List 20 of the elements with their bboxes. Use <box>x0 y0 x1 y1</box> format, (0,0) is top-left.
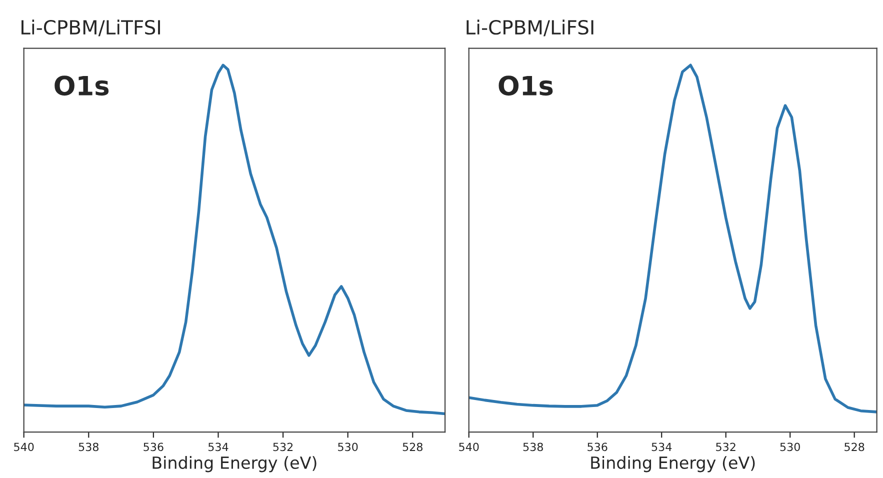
x-tick-label: 534 <box>208 442 228 452</box>
x-tick-label: 530 <box>780 442 800 452</box>
x-tick-label: 532 <box>716 442 736 452</box>
x-tick-label: 532 <box>273 442 293 452</box>
annotation: O1s <box>498 76 553 96</box>
x-tick-label: 536 <box>144 442 164 452</box>
chart-title: Li-CPBM/LiTFSI <box>22 20 160 36</box>
annotation: O1s <box>54 76 109 96</box>
x-tick-label: 530 <box>338 442 358 452</box>
x-tick-label: 528 <box>402 442 422 452</box>
chart-title: Li-CPBM/LiFSI <box>466 20 594 36</box>
x-tick-label: 538 <box>78 442 98 452</box>
x-tick-label: 528 <box>844 442 864 452</box>
x-axis-title: Binding Energy (eV) <box>591 456 755 472</box>
x-tick-label: 540 <box>14 442 34 452</box>
x-tick-label: 534 <box>652 442 672 452</box>
x-tick-label: 536 <box>588 442 608 452</box>
x-axis-title: Binding Energy (eV) <box>152 456 316 472</box>
x-tick-label: 540 <box>459 442 479 452</box>
x-tick-label: 538 <box>523 442 543 452</box>
